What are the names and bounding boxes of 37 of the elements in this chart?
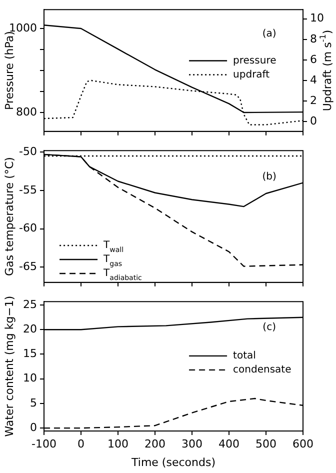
y2-tick-label: 6	[310, 52, 317, 66]
y2-tick-label: 2	[310, 94, 317, 107]
y-tick-label: -50	[19, 144, 37, 158]
y2-tick-label: 0	[310, 114, 317, 128]
y2-axis-title: Updraft (m s-1)	[318, 30, 334, 112]
y-tick-label: 20	[23, 322, 37, 336]
y-tick-label: 25	[23, 298, 37, 311]
annotation: (c)	[262, 322, 276, 334]
y2-tick-label: 8	[310, 32, 317, 46]
x-tick-label: 600	[292, 437, 314, 450]
x-tick-label: 500	[256, 437, 276, 450]
y-tick-label: -60	[19, 222, 37, 235]
annotation: (a)	[262, 28, 276, 40]
x-tick-label: 100	[108, 437, 128, 450]
legend-label: pressure	[233, 55, 276, 66]
y2-tick-label: 10	[310, 12, 324, 25]
x-tick-label: 200	[144, 437, 166, 450]
y-axis-title: Water content (mg kg−1)	[2, 296, 16, 437]
y-tick-label: 5	[30, 396, 37, 410]
x-axis-title: Time (seconds)	[130, 456, 216, 469]
annotation: (b)	[262, 172, 277, 183]
y-axis-title: Gas temperature (°C)	[2, 157, 16, 276]
x-tick-label: 400	[218, 437, 240, 450]
y-tick-label: 800	[16, 105, 37, 118]
y-tick-label: 15	[23, 347, 37, 360]
y2-tick-label: 4	[310, 73, 317, 86]
y-tick-label: -65	[19, 260, 37, 273]
x-tick-label: 0	[78, 437, 84, 450]
x-tick-label: 300	[182, 437, 202, 450]
legend-label: total	[233, 350, 256, 362]
y-tick-label: -55	[19, 183, 37, 196]
x-tick-label: -100	[32, 437, 56, 450]
legend-label: condensate	[233, 364, 292, 376]
y-tick-label: 10	[23, 372, 37, 385]
legend-label: updraft	[233, 69, 270, 80]
y-axis-title: Pressure (hPa)	[2, 31, 16, 110]
y-tick-label: 0	[30, 420, 37, 434]
